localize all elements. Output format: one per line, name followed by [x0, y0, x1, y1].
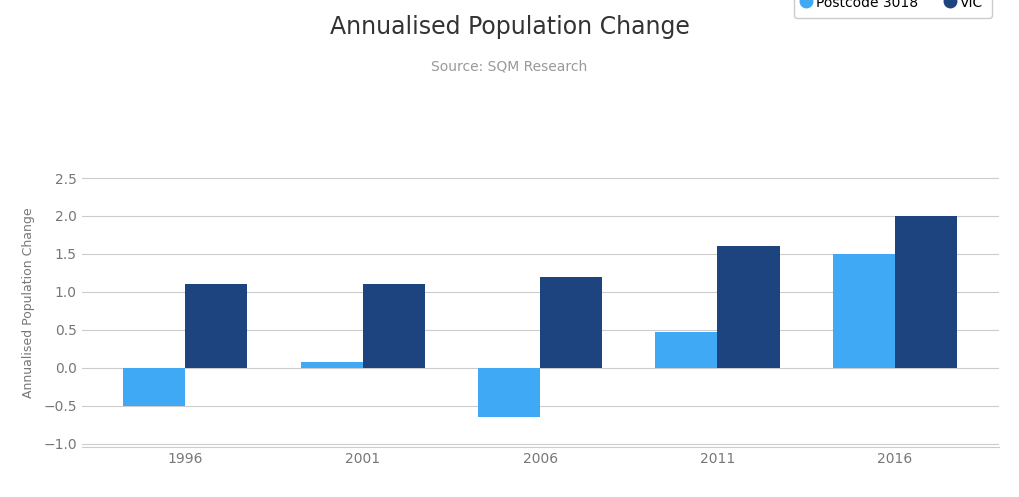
Bar	[895, 216, 957, 368]
Bar	[185, 284, 248, 368]
Bar	[363, 284, 425, 368]
Bar	[540, 277, 602, 368]
Y-axis label: Annualised Population Change: Annualised Population Change	[21, 208, 35, 399]
Text: Source: SQM Research: Source: SQM Research	[431, 60, 588, 74]
Legend: Postcode 3018, VIC: Postcode 3018, VIC	[794, 0, 991, 18]
Bar	[833, 254, 895, 368]
Bar	[478, 368, 540, 417]
Bar	[655, 332, 717, 368]
Bar	[717, 247, 780, 368]
Bar	[301, 362, 363, 368]
Text: Annualised Population Change: Annualised Population Change	[329, 15, 690, 39]
Bar	[123, 368, 185, 406]
